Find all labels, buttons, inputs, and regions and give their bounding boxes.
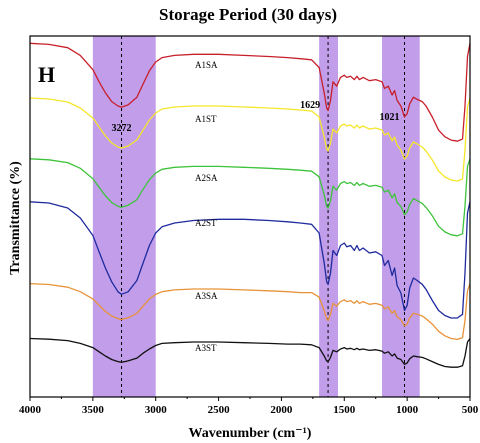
- x-tick-label-3500: 3500: [82, 404, 105, 416]
- band-0: [92, 36, 156, 397]
- series-label-A3ST: A3ST: [195, 343, 217, 353]
- series-line-A2SA: [29, 158, 471, 237]
- series-label-A2SA: A2SA: [195, 173, 218, 183]
- series-line-A1SA: [29, 42, 471, 142]
- x-tick-label-2500: 2500: [208, 404, 231, 416]
- x-tick-label-500: 500: [462, 404, 479, 416]
- band-2: [382, 36, 420, 397]
- panel-letter: H: [38, 62, 55, 87]
- series-line-A3SA: [29, 282, 471, 341]
- peak-label-1021: 1021: [380, 112, 400, 123]
- series-line-A3ST: [29, 337, 471, 368]
- x-tick-label-4000: 4000: [19, 404, 42, 416]
- series-line-A2ST: [29, 201, 471, 319]
- peak-label-1629: 1629: [300, 100, 320, 111]
- series-labels: A1SA A1ST A2SA A2ST A3SA A3ST: [195, 60, 218, 353]
- series-line-A1ST: [29, 97, 471, 182]
- x-axis-ticks: 4000 3500 3000 2500 2000 1500 1000 500: [19, 397, 479, 416]
- series-label-A3SA: A3SA: [195, 291, 218, 301]
- chart-title: Storage Period (30 days): [159, 5, 337, 24]
- x-tick-label-2000: 2000: [270, 404, 293, 416]
- x-axis-label: Wavenumber (cm⁻¹): [189, 426, 312, 441]
- highlight-bands: [92, 36, 420, 397]
- x-tick-label-1000: 1000: [396, 404, 419, 416]
- x-tick-label-1500: 1500: [333, 404, 356, 416]
- band-1: [319, 36, 338, 397]
- series-label-A1ST: A1ST: [195, 114, 217, 124]
- peak-label-3272: 3272: [112, 123, 132, 134]
- x-tick-label-3000: 3000: [145, 404, 168, 416]
- spectra-series: [29, 42, 471, 368]
- series-label-A2ST: A2ST: [195, 218, 217, 228]
- series-label-A1SA: A1SA: [195, 60, 218, 70]
- y-axis-label: Transmittance (%): [8, 161, 23, 275]
- peak-lines: 3272 1629 1021: [112, 36, 406, 397]
